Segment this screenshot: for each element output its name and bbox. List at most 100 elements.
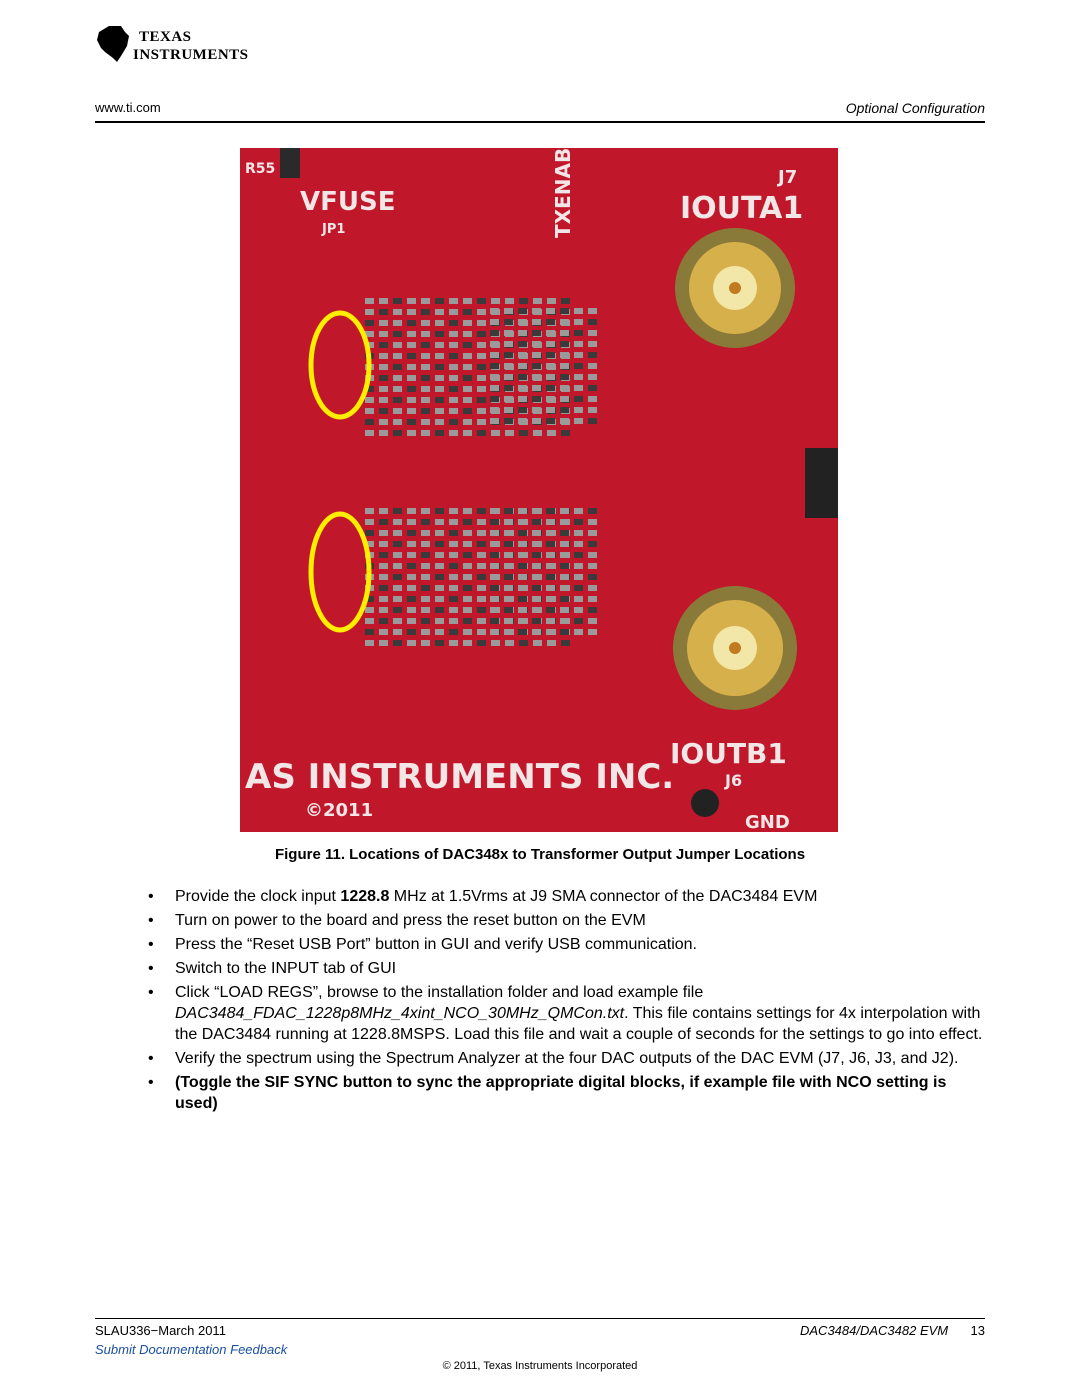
component: [365, 530, 374, 536]
component: [546, 418, 555, 424]
component: [560, 374, 569, 380]
component: [546, 330, 555, 336]
component: [393, 342, 402, 348]
component: [449, 607, 458, 613]
component: [407, 430, 416, 436]
component: [407, 552, 416, 558]
component: [505, 430, 514, 436]
component: [532, 418, 541, 424]
component: [574, 330, 583, 336]
component: [560, 508, 569, 514]
component: [532, 629, 541, 635]
component: [435, 596, 444, 602]
component: [574, 363, 583, 369]
component: [393, 309, 402, 315]
component: [365, 419, 374, 425]
step-text: Click “LOAD REGS”, browse to the install…: [175, 984, 704, 1001]
component: [490, 629, 499, 635]
component: [560, 585, 569, 591]
component: [407, 386, 416, 392]
component: [463, 342, 472, 348]
component: [546, 629, 555, 635]
component: [449, 386, 458, 392]
component: [505, 298, 514, 304]
component: [435, 574, 444, 580]
component: [421, 309, 430, 315]
component: [504, 418, 513, 424]
component: [449, 320, 458, 326]
component: [435, 320, 444, 326]
component: [588, 530, 597, 536]
component: [449, 640, 458, 646]
component: [546, 319, 555, 325]
component: [490, 596, 499, 602]
component: [574, 574, 583, 580]
component: [477, 552, 486, 558]
component: [379, 541, 388, 547]
component: [532, 385, 541, 391]
component: [463, 508, 472, 514]
component: [574, 385, 583, 391]
component: [463, 640, 472, 646]
component: [379, 430, 388, 436]
component: [407, 563, 416, 569]
component: [504, 363, 513, 369]
component: [546, 552, 555, 558]
component: [407, 541, 416, 547]
footer-rule: [95, 1318, 985, 1319]
component: [407, 342, 416, 348]
component: [547, 640, 556, 646]
feedback-link[interactable]: Submit Documentation Feedback: [95, 1342, 288, 1357]
component: [463, 298, 472, 304]
doc-id: SLAU336−March 2011: [95, 1323, 226, 1338]
silkscreen: IOUTB1: [670, 737, 787, 770]
component: [365, 320, 374, 326]
component: [393, 607, 402, 613]
component: [546, 530, 555, 536]
component: [560, 319, 569, 325]
component: [546, 563, 555, 569]
component: [421, 607, 430, 613]
silkscreen: J7: [776, 167, 797, 188]
component: [393, 298, 402, 304]
component: [379, 607, 388, 613]
component: [379, 574, 388, 580]
component: [518, 308, 527, 314]
component: [449, 331, 458, 337]
component: [435, 541, 444, 547]
component: [435, 585, 444, 591]
component: [379, 629, 388, 635]
component: [532, 607, 541, 613]
component: [519, 640, 528, 646]
component: [477, 342, 486, 348]
component: [407, 629, 416, 635]
component: [574, 596, 583, 602]
component: [477, 508, 486, 514]
component: [463, 430, 472, 436]
component: [463, 541, 472, 547]
component: [463, 309, 472, 315]
step-text: Press the “Reset USB Port” button in GUI…: [175, 936, 697, 953]
component: [379, 585, 388, 591]
component: [435, 309, 444, 315]
component: [588, 618, 597, 624]
component: [560, 407, 569, 413]
component: [449, 519, 458, 525]
component: [393, 364, 402, 370]
component: [421, 541, 430, 547]
component: [365, 607, 374, 613]
component: [546, 407, 555, 413]
component: [504, 308, 513, 314]
component: [421, 419, 430, 425]
component: [574, 563, 583, 569]
component: [588, 308, 597, 314]
component: [407, 331, 416, 337]
component: [421, 574, 430, 580]
component: [449, 541, 458, 547]
component: [518, 352, 527, 358]
component: [588, 330, 597, 336]
component: [421, 552, 430, 558]
component: [490, 352, 499, 358]
component: [393, 629, 402, 635]
component: [407, 530, 416, 536]
